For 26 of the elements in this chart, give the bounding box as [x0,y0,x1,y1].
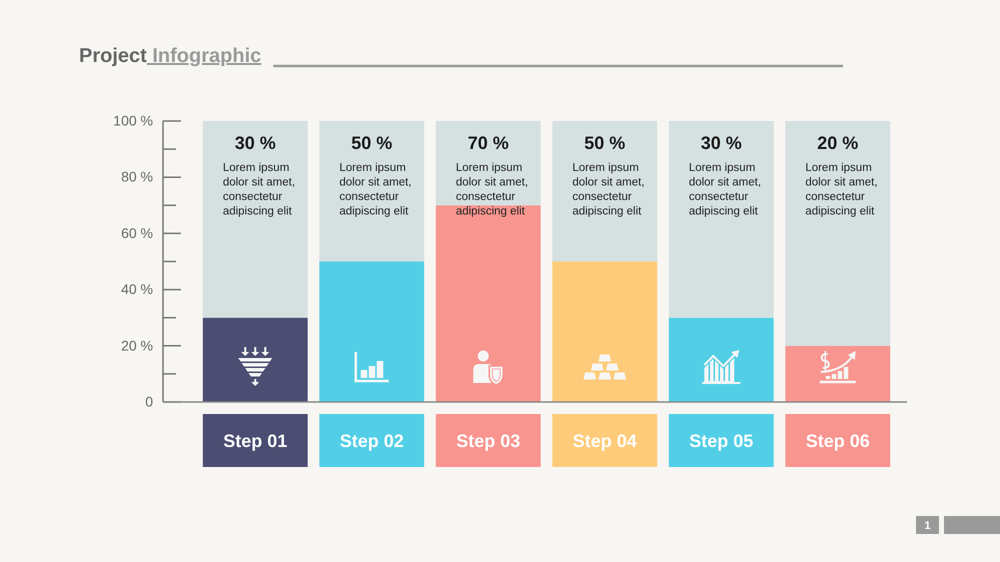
x-tick-label: Step 02 [340,431,404,451]
annotation: 50 % [351,133,392,153]
annotation: Lorem ipsum dolor sit amet, consectetur adipiscing elit [688,162,762,218]
annotation: 30 % [700,133,742,153]
y-tick-label: 100 % [113,112,153,128]
y-tick-label: 80 % [121,168,153,185]
annotation: 30 % [234,133,276,153]
x-tick-label: Step 05 [689,431,754,451]
annotation: Lorem ipsum dolor sit amet, consectetur adipiscing elit [339,162,412,218]
x-tick-label: Step 06 [806,431,870,451]
annotation: Lorem ipsum dolor sit amet, consectetur adipiscing elit [805,162,878,218]
annotation: 20 % [817,133,858,153]
y-tick-label: 20 % [121,337,153,354]
x-tick-label: Step 03 [456,431,520,451]
annotation: Lorem ipsum dolor sit amet, consectetur adipiscing elit [222,162,296,218]
annotation: 50 % [584,133,626,153]
annotation: Lorem ipsum dolor sit amet, consectetur adipiscing elit [572,162,645,218]
text: 1 [924,520,931,532]
x-tick-label: Step 04 [572,431,637,451]
y-tick-label: 0 [145,393,154,410]
annotation: 70 % [468,133,509,153]
annotation: Lorem ipsum dolor sit amet, consectetur adipiscing elit [456,162,528,218]
y-tick-label: 60 % [121,224,153,241]
y-tick-label: 40 % [121,281,153,298]
x-tick-label: Step 01 [223,431,288,451]
chart-title: Project Infographic [79,45,262,67]
